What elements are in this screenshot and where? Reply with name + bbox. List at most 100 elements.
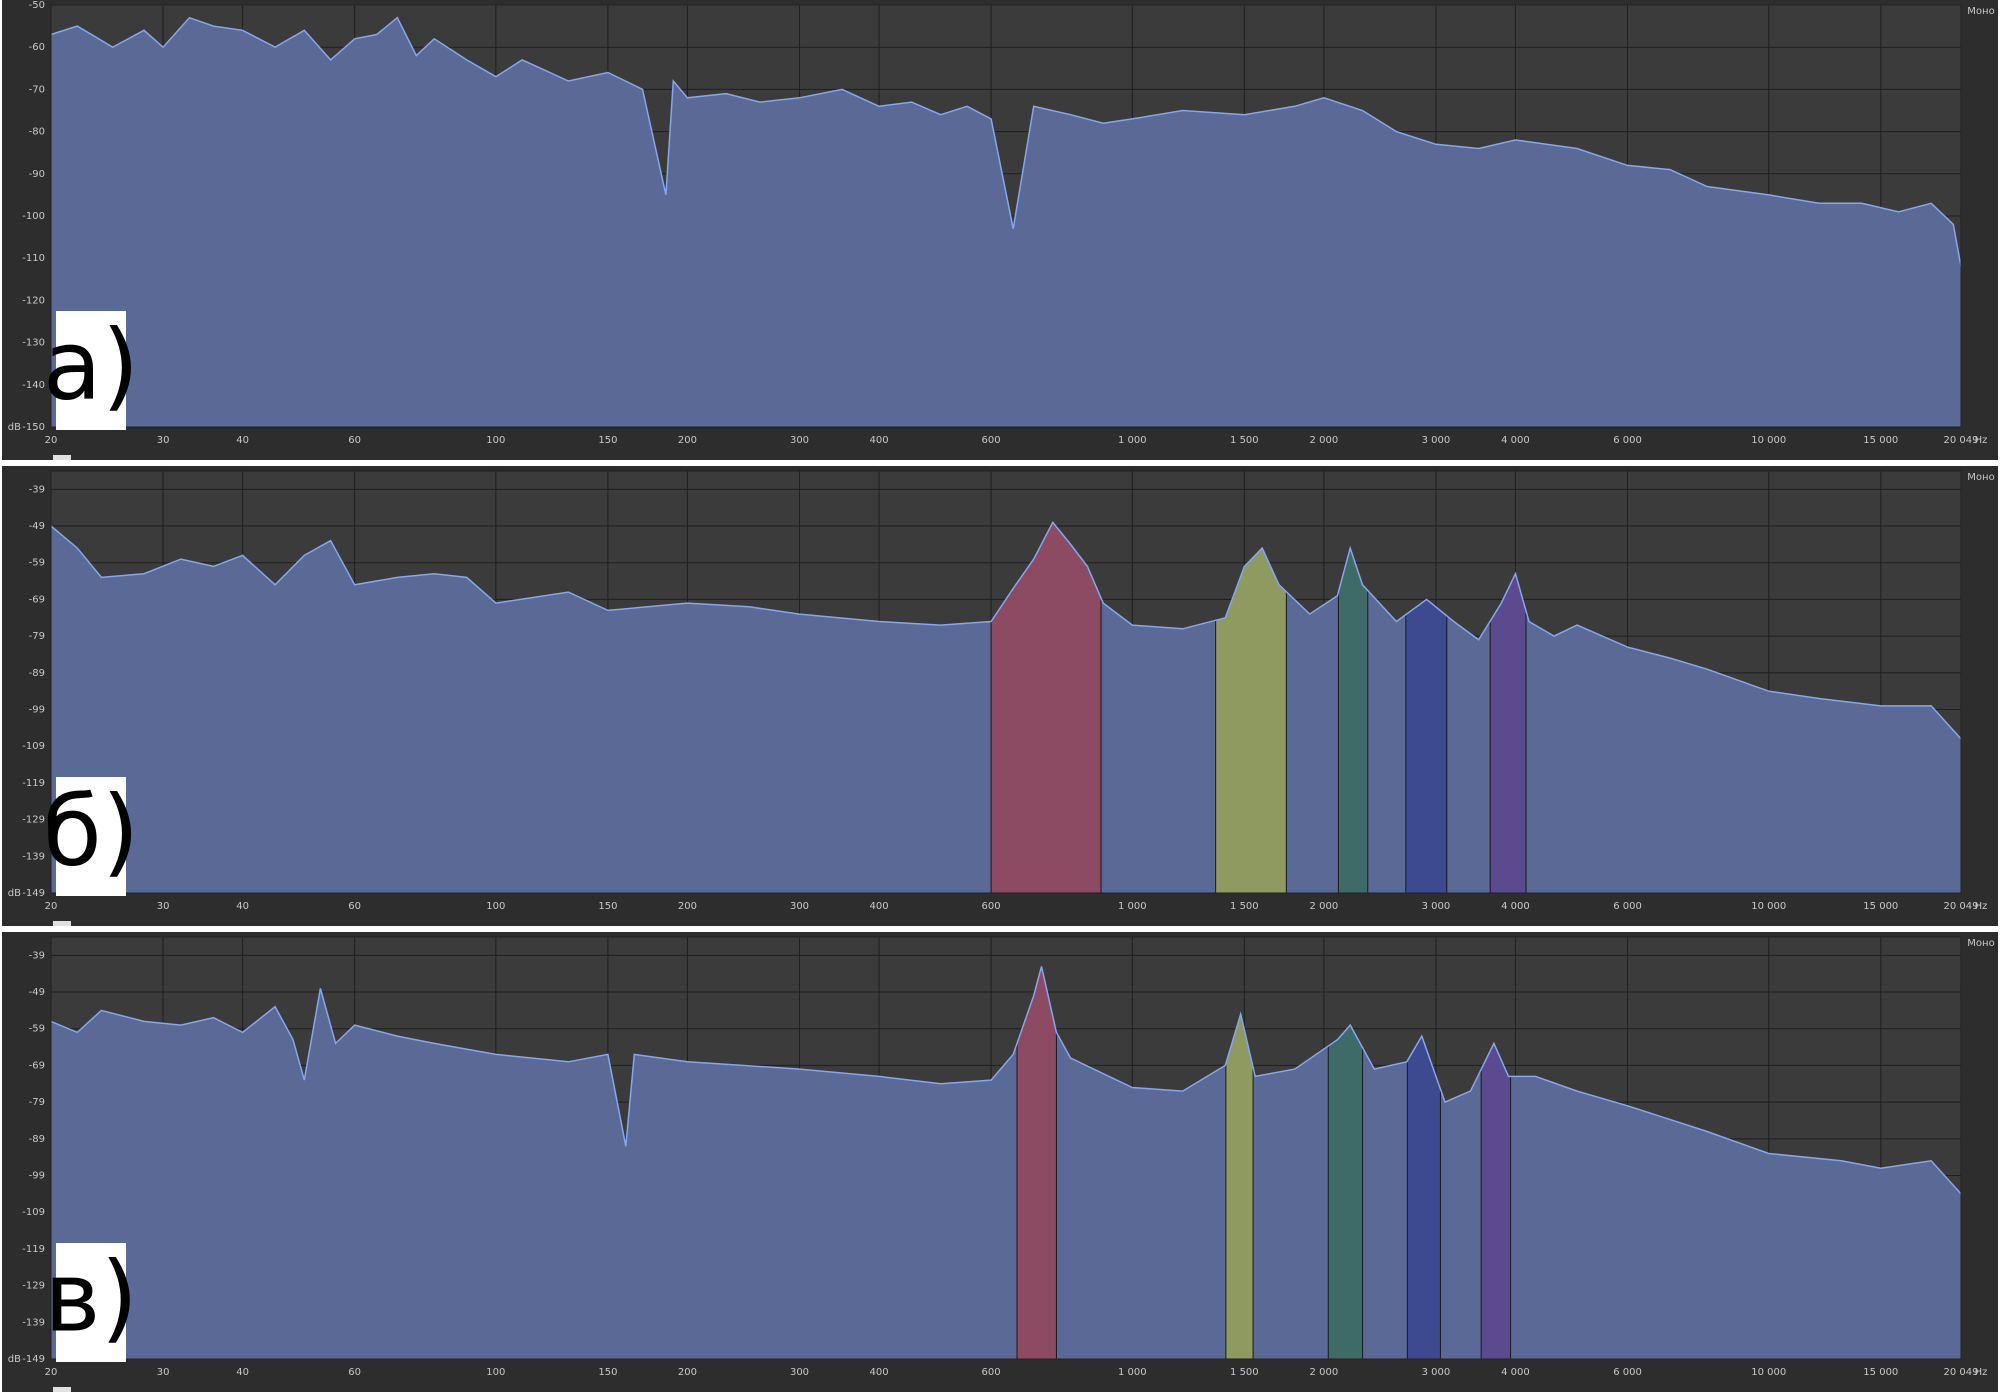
- y-tick-label: -80: [29, 127, 45, 138]
- spectrum-line: [50, 966, 1962, 1195]
- y-tick-label: -109: [22, 1207, 45, 1218]
- y-tick-label: -60: [29, 42, 45, 53]
- channel-label: Моно: [1967, 938, 1994, 949]
- scroll-handle: [53, 921, 71, 926]
- x-tick-label: 6 000: [1613, 901, 1642, 912]
- x-tick-label: 15 000: [1863, 435, 1898, 446]
- spectrum-line: [50, 521, 1962, 740]
- x-tick-label: 2 000: [1310, 901, 1339, 912]
- x-tick-label: 60: [348, 435, 361, 446]
- x-tick-label: 1 500: [1230, 1367, 1259, 1378]
- x-tick-label: 15 000: [1863, 901, 1898, 912]
- x-unit-label: Hz: [1975, 1367, 1988, 1378]
- x-tick-label: 60: [348, 1367, 361, 1378]
- y-tick-label: -110: [22, 253, 45, 264]
- x-tick-label: 150: [598, 901, 617, 912]
- x-tick-label: 6 000: [1613, 435, 1642, 446]
- x-tick-label: 200: [678, 901, 697, 912]
- x-tick-label: 100: [486, 901, 505, 912]
- y-tick-label: -150: [22, 422, 45, 433]
- scroll-handle: [53, 455, 71, 460]
- y-tick-label: -49: [29, 987, 45, 998]
- x-tick-label: 40: [236, 435, 249, 446]
- panel-label: в): [44, 1241, 138, 1353]
- x-tick-label: 10 000: [1751, 901, 1786, 912]
- x-tick-label: 200: [678, 435, 697, 446]
- y-tick-label: -90: [29, 169, 45, 180]
- x-tick-label: 20 049: [1944, 901, 1979, 912]
- y-tick-label: -149: [22, 888, 45, 899]
- x-tick-label: 1 000: [1118, 1367, 1147, 1378]
- x-tick-label: 3 000: [1422, 901, 1451, 912]
- x-tick-label: 10 000: [1751, 435, 1786, 446]
- x-tick-label: 300: [790, 435, 809, 446]
- y-tick-label: -100: [22, 211, 45, 222]
- highlight-band: [1016, 966, 1057, 1359]
- y-tick-label: -59: [29, 558, 45, 569]
- x-tick-label: 300: [790, 901, 809, 912]
- scroll-handle: [53, 1387, 71, 1392]
- plot-frame: [50, 4, 1962, 428]
- x-tick-label: 10 000: [1751, 1367, 1786, 1378]
- y-tick-label: -140: [22, 380, 45, 391]
- x-tick-label: 400: [869, 1367, 888, 1378]
- x-tick-label: 20: [45, 435, 58, 446]
- panel-label-box: [56, 777, 126, 896]
- plot-frame: [50, 470, 1962, 894]
- x-tick-label: 15 000: [1863, 1367, 1898, 1378]
- x-tick-label: 4 000: [1501, 435, 1530, 446]
- x-tick-label: 100: [486, 435, 505, 446]
- x-tick-label: 30: [157, 1367, 170, 1378]
- x-tick-label: 100: [486, 1367, 505, 1378]
- x-unit-label: Hz: [1975, 435, 1988, 446]
- y-axis-label: dB: [8, 888, 21, 899]
- x-tick-label: 400: [869, 435, 888, 446]
- x-tick-label: 3 000: [1422, 1367, 1451, 1378]
- y-tick-label: -89: [29, 668, 45, 679]
- x-unit-label: Hz: [1975, 901, 1988, 912]
- x-tick-label: 4 000: [1501, 1367, 1530, 1378]
- x-tick-label: 300: [790, 1367, 809, 1378]
- x-tick-label: 6 000: [1613, 1367, 1642, 1378]
- y-tick-label: -120: [22, 295, 45, 306]
- y-tick-label: -149: [22, 1354, 45, 1365]
- y-tick-label: -139: [22, 1317, 45, 1328]
- x-tick-label: 1 500: [1230, 901, 1259, 912]
- y-tick-label: -129: [22, 1281, 45, 1292]
- x-tick-label: 60: [348, 901, 361, 912]
- x-tick-label: 600: [982, 901, 1001, 912]
- x-tick-label: 2 000: [1310, 1367, 1339, 1378]
- x-tick-label: 600: [982, 1367, 1001, 1378]
- y-tick-label: -39: [29, 950, 45, 961]
- spectrum-line: [50, 16, 1962, 267]
- panel-label-box: [56, 1243, 126, 1362]
- y-tick-label: -109: [22, 741, 45, 752]
- x-tick-label: 200: [678, 1367, 697, 1378]
- x-tick-label: 20 049: [1944, 435, 1979, 446]
- x-tick-label: 30: [157, 435, 170, 446]
- y-axis-label: dB: [8, 1354, 21, 1365]
- x-tick-label: 30: [157, 901, 170, 912]
- x-tick-label: 40: [236, 901, 249, 912]
- y-tick-label: -69: [29, 1060, 45, 1071]
- x-tick-label: 3 000: [1422, 435, 1451, 446]
- y-tick-label: -89: [29, 1134, 45, 1145]
- x-tick-label: 150: [598, 435, 617, 446]
- x-tick-label: 20: [45, 901, 58, 912]
- y-tick-label: -139: [22, 851, 45, 862]
- y-tick-label: -49: [29, 521, 45, 532]
- x-tick-label: 1 000: [1118, 435, 1147, 446]
- y-tick-label: -99: [29, 1171, 45, 1182]
- x-tick-label: 40: [236, 1367, 249, 1378]
- y-tick-label: -129: [22, 815, 45, 826]
- y-tick-label: -130: [22, 338, 45, 349]
- x-tick-label: 2 000: [1310, 435, 1339, 446]
- y-tick-label: -50: [29, 0, 45, 11]
- x-tick-label: 1 000: [1118, 901, 1147, 912]
- x-tick-label: 4 000: [1501, 901, 1530, 912]
- y-tick-label: -119: [22, 778, 45, 789]
- channel-label: Моно: [1967, 472, 1994, 483]
- y-tick-label: -39: [29, 484, 45, 495]
- x-tick-label: 1 500: [1230, 435, 1259, 446]
